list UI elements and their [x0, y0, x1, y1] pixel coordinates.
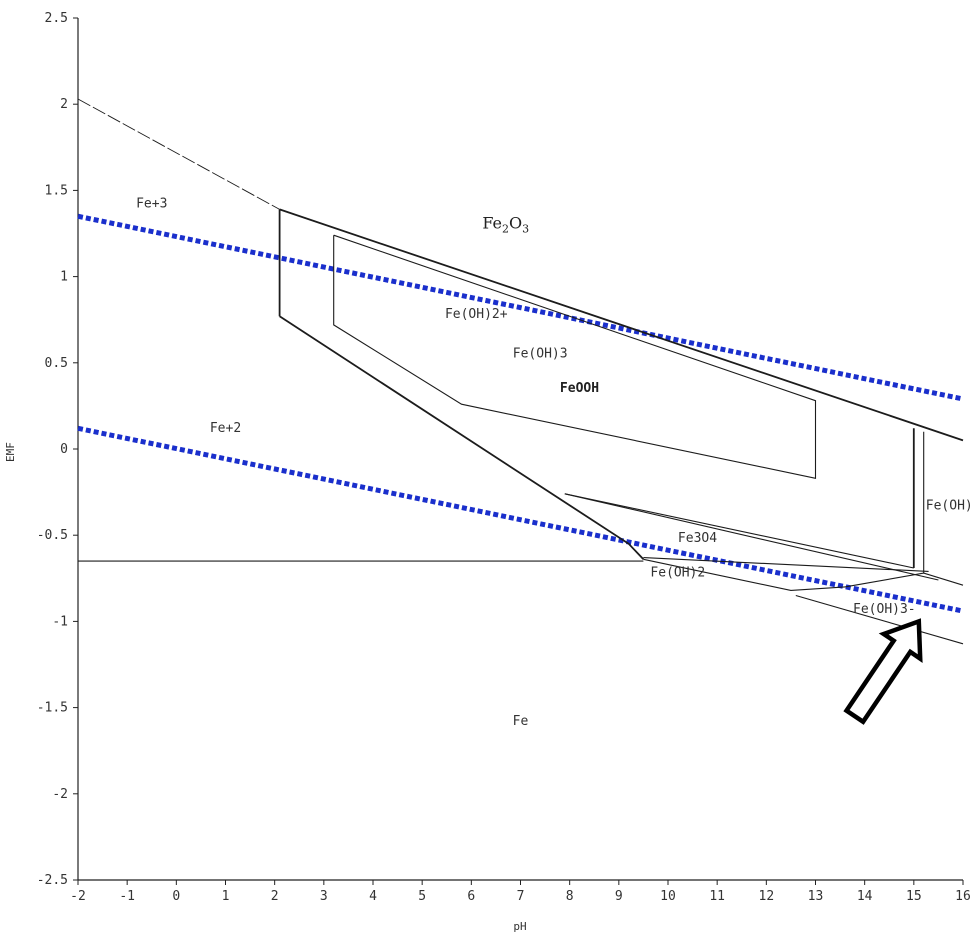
x-tick-label: 1	[222, 889, 230, 904]
x-axis-label: pH	[513, 920, 526, 933]
boundary-fe-oh3-minus-top	[844, 572, 964, 588]
region-label-fe_oh4: Fe(OH)4	[926, 498, 972, 513]
region-label-fe_oh3: Fe(OH)3	[513, 347, 568, 362]
x-tick-label: 0	[172, 889, 180, 904]
y-tick-label: -2.5	[37, 873, 68, 888]
y-tick-label: -0.5	[37, 528, 68, 543]
x-tick-label: 4	[369, 889, 377, 904]
y-tick-label: 2	[60, 97, 68, 112]
boundary-fe3o4-upper	[564, 493, 914, 569]
x-tick-label: 13	[808, 889, 824, 904]
plot-frame	[77, 18, 963, 881]
region-label-fe: Fe	[513, 714, 529, 729]
boundary-fe-oh2-top	[643, 557, 929, 572]
boundary-fe3o4-lower	[564, 493, 939, 581]
region-labels: Fe+3 Fe2O3 Fe(OH)2+ Fe(OH)3 FeOOH Fe+2 Fe(OH)4…	[136, 197, 972, 729]
annotations	[843, 618, 923, 725]
region-label-feooh: FeOOH	[560, 381, 599, 396]
x-tick-label: -1	[119, 889, 135, 904]
water-line-upper	[77, 213, 964, 402]
boundary-fe-oh2-bottom	[643, 558, 846, 591]
water-line-lower	[77, 425, 964, 614]
boundary-fe2o3-top-edge	[279, 208, 964, 442]
boundary-feooh-box	[333, 234, 817, 479]
y-tick-label: -2	[52, 787, 68, 802]
y-tick-label: 2.5	[45, 11, 68, 26]
water-stability-lines	[77, 213, 964, 614]
x-tick-label: 7	[517, 889, 525, 904]
y-tick-label: -1	[52, 614, 68, 629]
boundary-fe-oh3-minus-bottom	[795, 594, 964, 645]
region-label-fe_oh3_minus: Fe(OH)3-	[853, 602, 916, 617]
y-axis-label: EMF	[4, 442, 17, 462]
x-tick-label: 3	[320, 889, 328, 904]
x-tick-label: 8	[566, 889, 574, 904]
x-tick-label: 15	[906, 889, 922, 904]
x-tick-label: -2	[70, 889, 86, 904]
y-tick-label: 1.5	[45, 183, 68, 198]
boundary-upper-envelope	[77, 98, 280, 210]
x-tick-label: 9	[615, 889, 623, 904]
y-tick-label: 0	[60, 442, 68, 457]
region-label-fe_oh2_plus: Fe(OH)2+	[445, 307, 508, 322]
region-label-fe_oh2: Fe(OH)2	[650, 566, 705, 581]
axis-ticks: -2 -1 0 1 2 3 4 5 6 7 8 9 10 11 12 13 14 15 162.521.510.50…	[37, 11, 971, 904]
x-tick-label: 11	[709, 889, 725, 904]
x-tick-label: 16	[955, 889, 971, 904]
x-tick-label: 14	[857, 889, 873, 904]
y-tick-label: 0.5	[45, 356, 68, 371]
x-tick-label: 12	[759, 889, 775, 904]
x-tick-label: 10	[660, 889, 676, 904]
region-label-fe3o4: Fe3O4	[678, 531, 717, 546]
region-label-fe2o3: Fe2O3	[482, 213, 529, 235]
x-tick-label: 6	[467, 889, 475, 904]
phase-boundaries	[77, 98, 964, 645]
region-label-fe3: Fe+3	[136, 197, 167, 212]
x-tick-label: 5	[418, 889, 426, 904]
y-tick-label: 1	[60, 270, 68, 285]
x-tick-label: 2	[271, 889, 279, 904]
boundary-fe2-fe2o3-edge	[279, 315, 645, 560]
arrow-annotation	[843, 618, 923, 725]
y-tick-label: -1.5	[37, 701, 68, 716]
region-label-fe2: Fe+2	[210, 421, 241, 436]
